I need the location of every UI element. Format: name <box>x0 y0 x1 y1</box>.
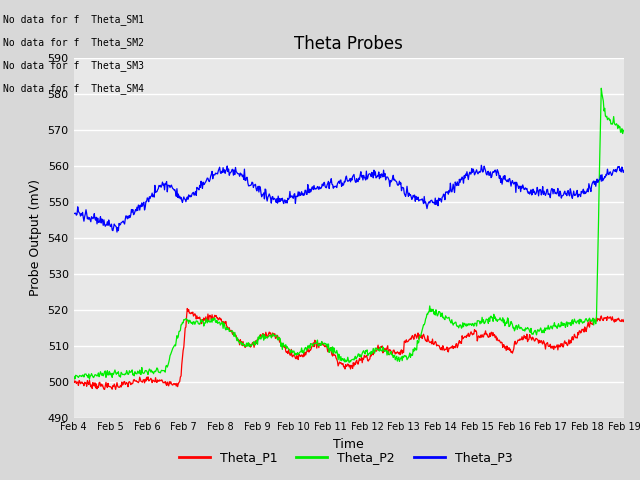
Theta_P3 <box>421 200 429 206</box>
Line: Theta_P1: Theta_P1 <box>74 309 624 389</box>
Text: No data for f  Theta_SM1: No data for f Theta_SM1 <box>3 13 144 24</box>
Theta_P1 <box>104 380 112 386</box>
Theta_P1 <box>620 317 628 323</box>
Y-axis label: Probe Output (mV): Probe Output (mV) <box>29 179 42 296</box>
Theta_P2 <box>488 315 495 321</box>
Title: Theta Probes: Theta Probes <box>294 35 403 53</box>
Theta_P1 <box>70 376 77 382</box>
Line: Theta_P3: Theta_P3 <box>74 165 624 232</box>
Legend: Theta_P1, Theta_P2, Theta_P3: Theta_P1, Theta_P2, Theta_P3 <box>173 446 518 469</box>
Theta_P1 <box>100 386 108 392</box>
Theta_P1 <box>391 349 399 355</box>
Theta_P3 <box>113 229 121 235</box>
Text: No data for f  Theta_SM3: No data for f Theta_SM3 <box>3 60 144 71</box>
Theta_P3 <box>404 193 412 199</box>
Theta_P3 <box>390 177 398 183</box>
Theta_P2 <box>70 373 77 379</box>
Text: No data for f  Theta_SM4: No data for f Theta_SM4 <box>3 83 144 94</box>
Theta_P1 <box>405 337 413 343</box>
Theta_P2 <box>545 323 552 328</box>
Theta_P2 <box>390 353 398 359</box>
Theta_P2 <box>404 355 412 360</box>
Theta_P2 <box>620 128 628 133</box>
Theta_P1 <box>184 306 191 312</box>
Text: No data for f  Theta_SM2: No data for f Theta_SM2 <box>3 36 144 48</box>
Theta_P2 <box>597 85 605 91</box>
X-axis label: Time: Time <box>333 438 364 451</box>
Theta_P2 <box>86 376 93 382</box>
Theta_P3 <box>477 162 485 168</box>
Theta_P3 <box>104 219 111 225</box>
Theta_P3 <box>488 170 496 176</box>
Theta_P3 <box>70 211 77 216</box>
Theta_P1 <box>422 338 429 344</box>
Theta_P3 <box>620 168 628 173</box>
Theta_P3 <box>545 191 553 196</box>
Theta_P2 <box>421 320 429 325</box>
Theta_P1 <box>488 333 496 338</box>
Theta_P2 <box>104 372 112 378</box>
Line: Theta_P2: Theta_P2 <box>74 88 624 379</box>
Theta_P1 <box>545 344 553 349</box>
